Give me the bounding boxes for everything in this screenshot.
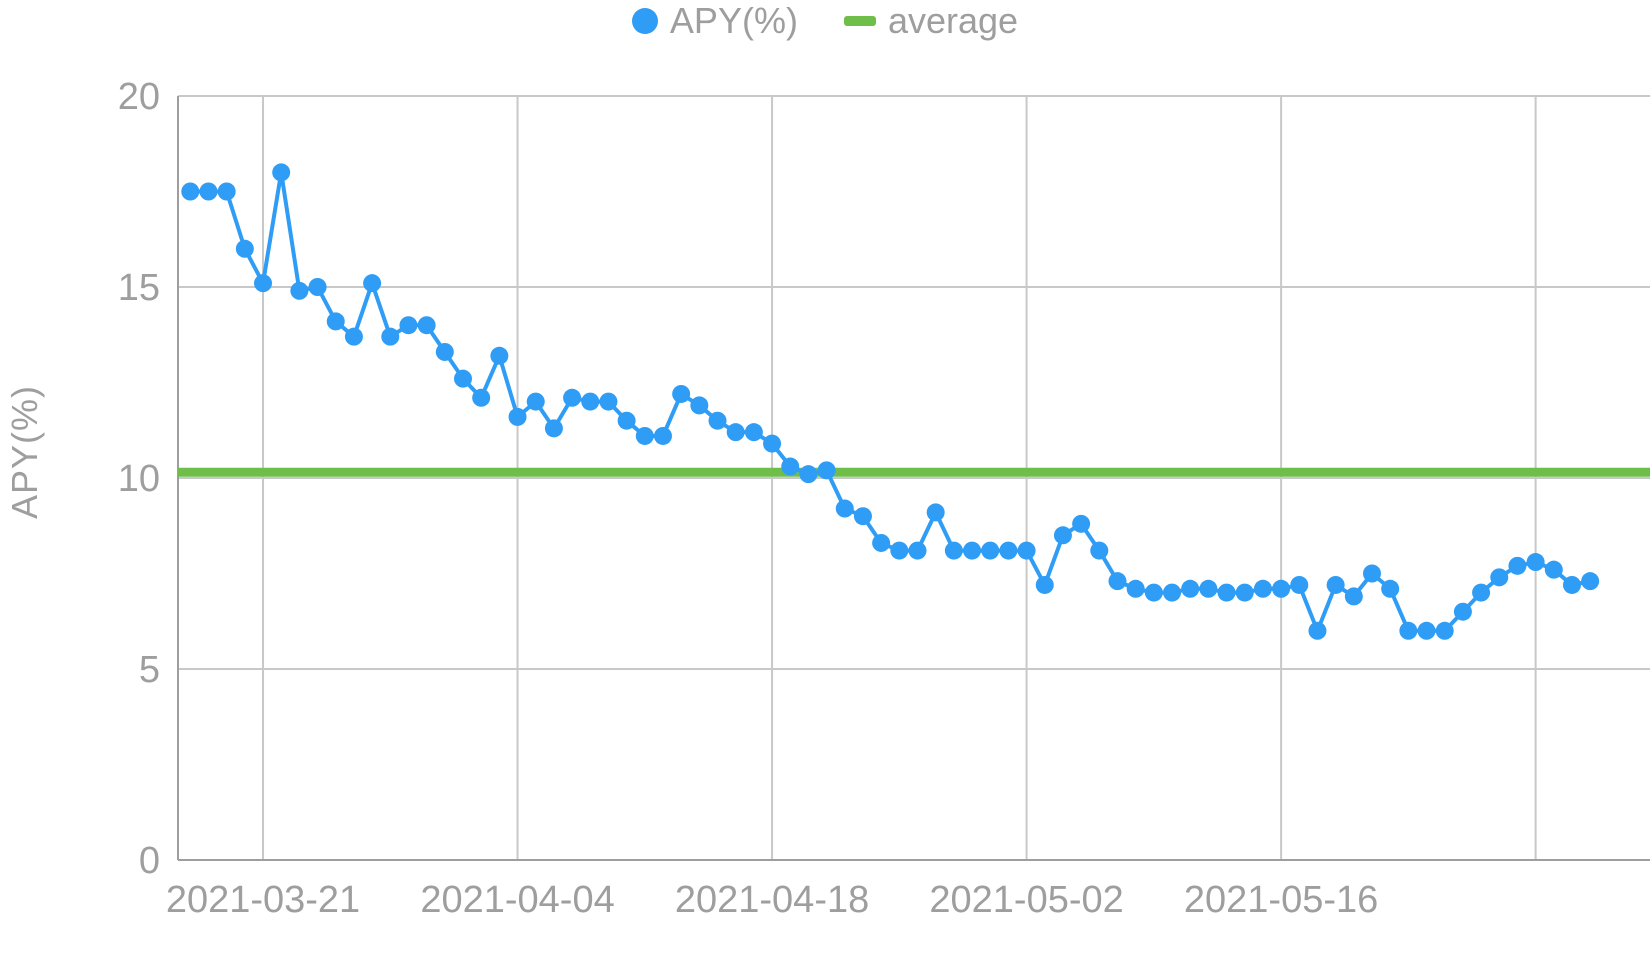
apy-data-point — [926, 503, 945, 522]
apy-data-point — [799, 465, 818, 484]
apy-data-point — [526, 392, 545, 411]
average-series-marker-icon — [843, 16, 876, 26]
apy-data-point — [635, 426, 654, 445]
apy-data-point — [435, 342, 454, 361]
apy-data-point — [1417, 621, 1436, 640]
apy-data-point — [181, 182, 200, 201]
apy-data-point — [381, 327, 400, 346]
apy-data-point — [981, 541, 1000, 560]
apy-series-marker-icon — [631, 8, 658, 34]
apy-data-point — [599, 392, 618, 411]
apy-data-point — [1399, 621, 1418, 640]
apy-data-point — [653, 426, 672, 445]
apy-data-point — [963, 541, 982, 560]
apy-data-point — [472, 388, 491, 407]
apy-data-point — [1490, 568, 1509, 587]
apy-data-point — [1199, 579, 1218, 598]
apy-data-point — [254, 274, 273, 293]
apy-data-point — [1581, 572, 1600, 591]
apy-data-point — [1472, 583, 1491, 602]
apy-data-point — [1508, 556, 1527, 575]
apy-data-point — [944, 541, 963, 560]
apy-data-point — [217, 182, 236, 201]
apy-data-point — [1253, 579, 1272, 598]
y-axis-title: APY(%) — [4, 385, 45, 520]
apy-data-point — [672, 384, 691, 403]
apy-data-point — [1090, 541, 1109, 560]
apy-data-point — [763, 434, 782, 453]
apy-data-point — [726, 423, 745, 442]
apy-data-point — [1108, 572, 1127, 591]
apy-data-point — [417, 316, 436, 335]
apy-data-point — [1272, 579, 1291, 598]
apy-data-point — [363, 274, 382, 293]
apy-data-point — [1435, 621, 1454, 640]
x-tick-label: 2021-05-16 — [1184, 879, 1378, 921]
legend-label-average: average — [887, 0, 1019, 41]
apy-data-point — [890, 541, 909, 560]
y-tick-label: 20 — [118, 76, 160, 118]
apy-data-point — [199, 182, 218, 201]
apy-data-point — [1381, 579, 1400, 598]
apy-data-point — [1053, 526, 1072, 545]
apy-data-point — [1072, 514, 1091, 533]
apy-data-point — [308, 278, 327, 296]
y-tick-label: 10 — [118, 458, 160, 500]
apy-data-point — [908, 541, 927, 560]
legend-item-apy[interactable]: APY(%) — [631, 0, 798, 41]
apy-data-point — [617, 411, 636, 430]
apy-data-point — [1217, 583, 1236, 602]
apy-data-point — [1181, 579, 1200, 598]
apy-data-point — [1326, 575, 1345, 594]
apy-data-point — [1144, 583, 1163, 602]
apy-data-point — [1453, 602, 1472, 621]
apy-data-point — [290, 281, 309, 300]
apy-data-point — [1290, 575, 1309, 594]
apy-data-point — [1126, 579, 1145, 598]
apy-data-point — [708, 411, 727, 430]
x-tick-label: 2021-04-18 — [675, 879, 869, 921]
apy-data-point — [272, 163, 291, 182]
apy-data-point — [1235, 583, 1254, 602]
apy-data-point — [1526, 553, 1545, 572]
apy-data-point — [1017, 541, 1036, 560]
y-tick-label: 15 — [118, 267, 160, 309]
x-tick-label: 2021-05-02 — [929, 879, 1123, 921]
legend-label-apy: APY(%) — [669, 0, 798, 41]
apy-data-point — [454, 369, 472, 388]
apy-data-point — [508, 407, 527, 426]
apy-data-point — [872, 533, 891, 552]
apy-data-point — [1344, 587, 1363, 606]
apy-data-point — [1308, 621, 1327, 640]
x-tick-label: 2021-04-04 — [420, 879, 614, 921]
apy-data-point — [1363, 564, 1381, 583]
apy-data-point — [1163, 583, 1182, 602]
apy-data-point — [544, 419, 563, 438]
y-tick-label: 5 — [139, 649, 160, 691]
apy-data-point — [581, 392, 600, 411]
apy-data-point — [817, 461, 836, 480]
apy-data-point — [326, 312, 345, 331]
apy-data-point — [835, 499, 854, 518]
apy-data-point — [1544, 560, 1563, 579]
apy-data-point — [563, 388, 582, 407]
apy-data-point — [781, 457, 800, 476]
apy-data-point — [344, 327, 363, 346]
apy-line — [190, 170, 1591, 633]
legend-item-average[interactable]: average — [843, 0, 1019, 41]
apy-data-point — [399, 316, 418, 335]
y-tick-label: 0 — [139, 840, 160, 882]
apy-data-point — [744, 423, 763, 442]
apy-data-point — [235, 239, 254, 258]
apy-data-point — [853, 507, 872, 526]
apy-data-point — [1035, 575, 1054, 594]
apy-data-point — [999, 541, 1018, 560]
x-tick-label: 2021-03-21 — [166, 879, 360, 921]
chart-legend: APY(%) average — [0, 0, 1650, 42]
apy-data-point — [1562, 575, 1581, 594]
apy-data-point — [490, 346, 509, 365]
apy-data-point — [690, 396, 709, 415]
